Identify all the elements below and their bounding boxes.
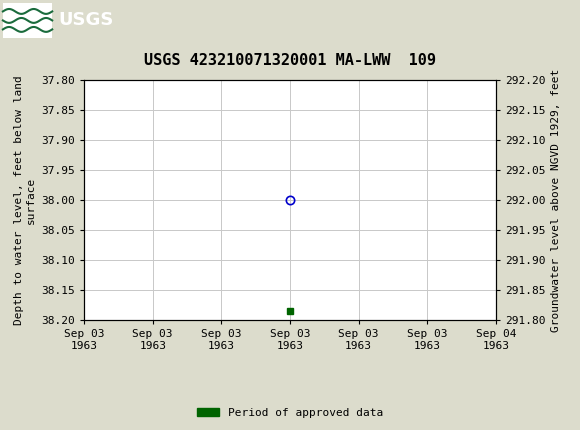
FancyBboxPatch shape xyxy=(3,3,52,37)
Y-axis label: Groundwater level above NGVD 1929, feet: Groundwater level above NGVD 1929, feet xyxy=(551,68,561,332)
Y-axis label: Depth to water level, feet below land
surface: Depth to water level, feet below land su… xyxy=(14,75,36,325)
Text: USGS: USGS xyxy=(58,12,113,29)
Legend: Period of approved data: Period of approved data xyxy=(193,403,387,422)
Text: USGS 423210071320001 MA-LWW  109: USGS 423210071320001 MA-LWW 109 xyxy=(144,53,436,68)
